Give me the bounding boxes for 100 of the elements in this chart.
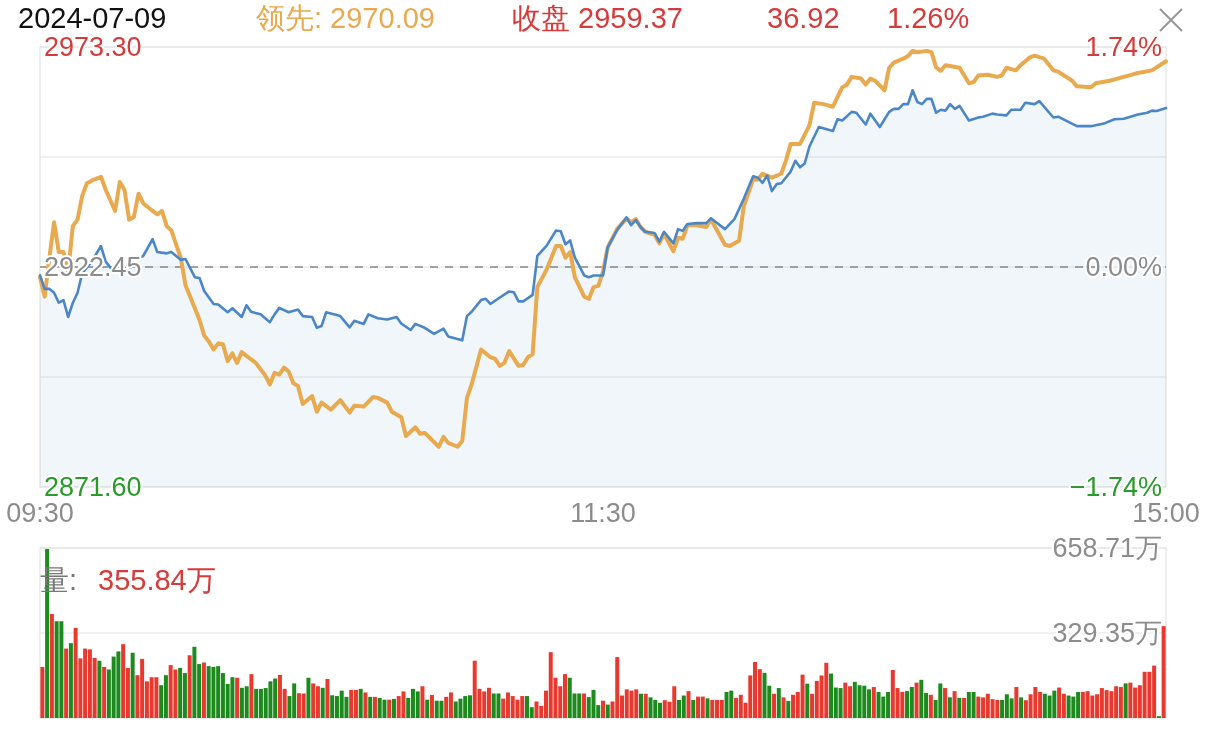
bar <box>349 689 354 718</box>
bar <box>1128 682 1133 718</box>
bar <box>130 652 135 718</box>
bar <box>230 677 235 718</box>
bar <box>710 699 715 718</box>
bar <box>353 689 358 718</box>
text: 领先: 2970.09 <box>256 2 435 34</box>
bar <box>401 691 406 718</box>
bar <box>382 699 387 718</box>
bar <box>838 688 843 718</box>
bar <box>548 652 553 718</box>
bar <box>211 666 216 718</box>
bar <box>330 695 335 718</box>
bar <box>1104 690 1109 718</box>
bar <box>377 697 382 718</box>
bar <box>254 688 259 718</box>
bar <box>639 693 643 718</box>
bar <box>472 660 477 718</box>
bar <box>928 694 933 718</box>
bar <box>1052 690 1057 718</box>
bar <box>862 685 867 718</box>
bar <box>363 692 368 718</box>
bar <box>943 688 948 718</box>
bar <box>653 699 658 718</box>
bar <box>372 696 377 718</box>
bar <box>368 696 373 718</box>
bar <box>102 666 107 718</box>
bar <box>629 690 634 718</box>
bar <box>776 688 781 718</box>
bar <box>691 699 696 718</box>
bar <box>914 682 919 718</box>
bar <box>168 665 173 718</box>
bar <box>534 701 539 718</box>
bar <box>567 677 572 718</box>
bar <box>781 697 786 718</box>
bar <box>1057 687 1062 718</box>
bar <box>829 673 834 718</box>
bar <box>439 700 444 718</box>
bar <box>1085 691 1090 718</box>
x-tick-label: 11:30 <box>570 498 636 528</box>
bar <box>425 699 430 718</box>
bar <box>415 691 420 718</box>
bar <box>391 698 396 718</box>
bar <box>325 679 330 718</box>
bar <box>358 688 363 718</box>
bar <box>434 700 439 718</box>
bar <box>905 691 910 718</box>
bar <box>458 698 463 718</box>
bar <box>919 679 924 718</box>
bar <box>249 674 254 718</box>
bar <box>311 683 316 718</box>
bar <box>800 674 805 718</box>
bar <box>805 683 810 718</box>
y2-tick-label: 0.00% <box>1085 252 1162 282</box>
bar <box>420 686 425 718</box>
bar <box>121 644 126 718</box>
bar <box>995 699 1000 718</box>
bar <box>1142 671 1147 718</box>
y2-tick-label: 1.74% <box>1085 32 1162 62</box>
bar <box>615 657 620 718</box>
bar <box>696 696 701 718</box>
bar <box>235 677 240 718</box>
bar <box>59 621 64 718</box>
bar <box>306 677 311 718</box>
bar <box>634 689 639 718</box>
text: 1.26% <box>887 2 970 34</box>
bar <box>429 695 434 718</box>
bar <box>64 648 69 718</box>
bar <box>510 696 515 718</box>
y-tick-label: 329.35万 <box>1052 618 1162 648</box>
bar <box>244 686 249 718</box>
bar <box>1066 695 1071 718</box>
text: 36.92 <box>767 2 840 34</box>
bar <box>677 699 682 718</box>
y-tick-label: 2973.30 <box>44 32 142 62</box>
bar <box>700 696 705 718</box>
bar <box>962 697 967 718</box>
bar <box>1123 683 1128 718</box>
bar <box>320 687 325 718</box>
bar <box>857 685 862 718</box>
bar <box>724 691 729 718</box>
bar <box>971 691 976 718</box>
bar <box>453 701 458 718</box>
bar <box>772 693 777 718</box>
bar <box>97 660 102 718</box>
text: 收盘 2959.37 <box>512 2 683 34</box>
bar <box>762 672 767 718</box>
bar <box>976 696 981 718</box>
bar <box>1033 687 1038 718</box>
bar <box>881 696 886 718</box>
bar <box>582 693 586 718</box>
bar <box>909 687 914 718</box>
bar <box>448 692 453 718</box>
bar <box>729 690 734 718</box>
bar <box>876 691 881 718</box>
bar <box>734 697 739 718</box>
chart-title: 2024-07-09 <box>18 2 167 34</box>
bar <box>68 643 73 718</box>
bar <box>206 666 211 718</box>
bar <box>268 681 273 718</box>
